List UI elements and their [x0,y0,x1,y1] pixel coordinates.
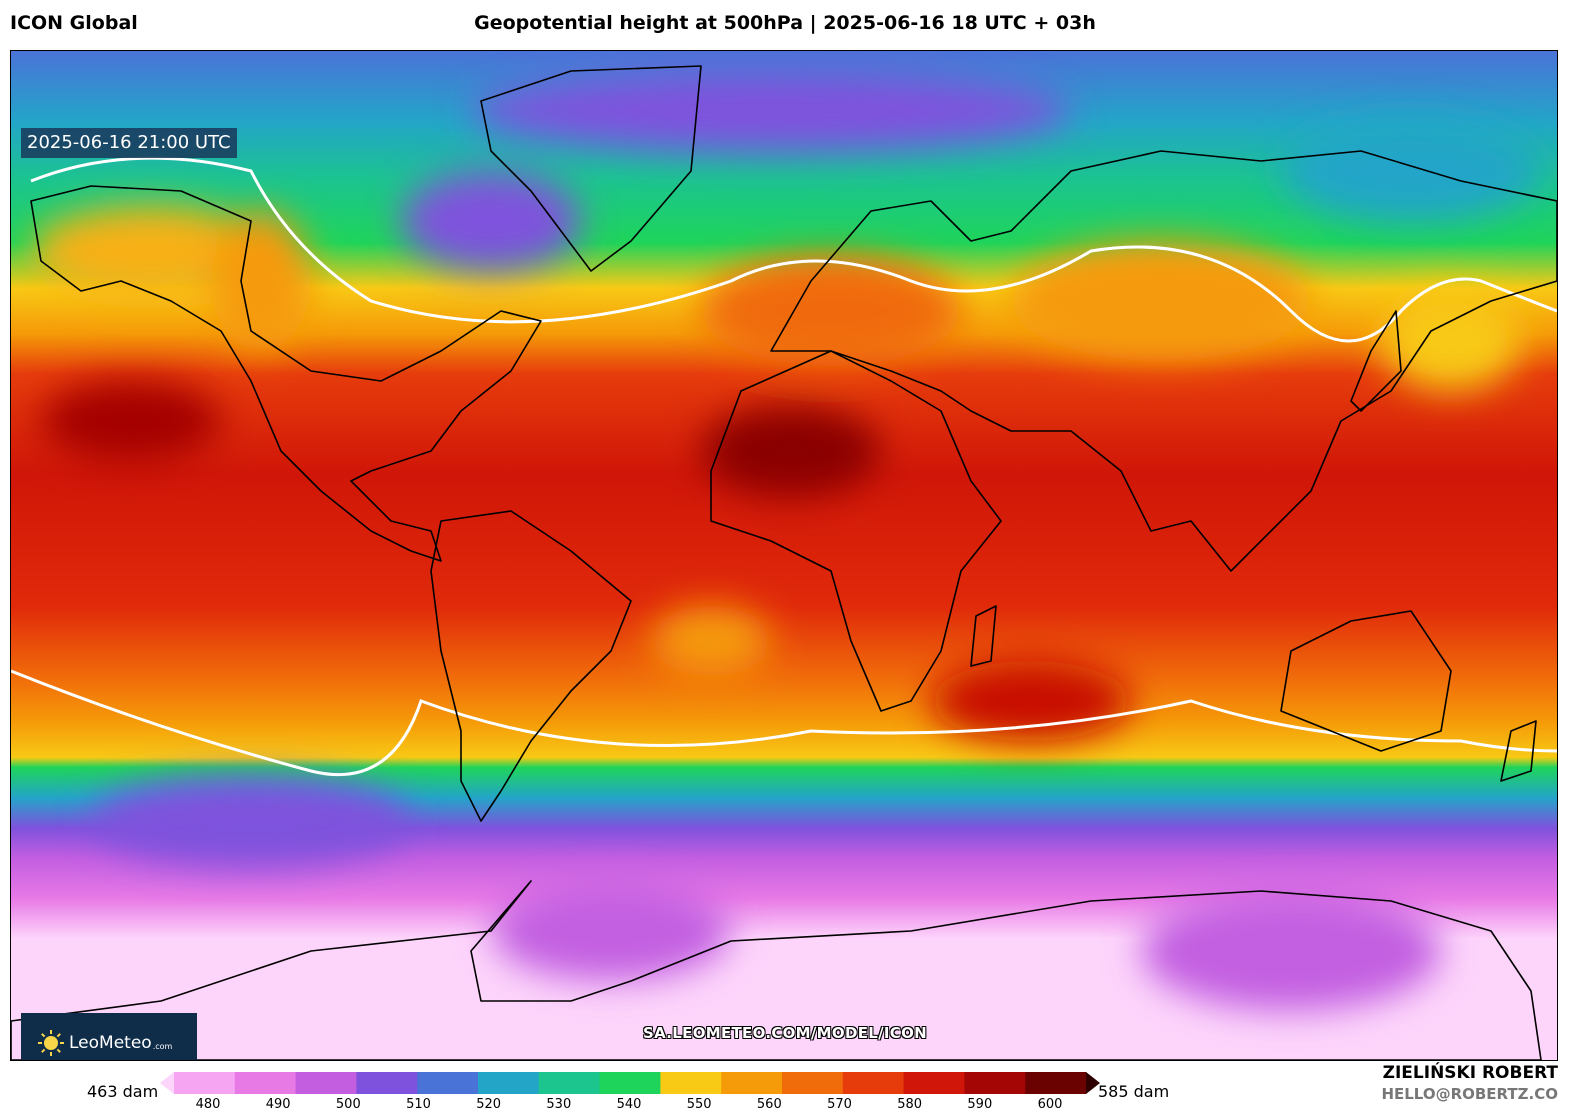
colorbar-max-label: 585 dam [1098,1082,1170,1101]
colorbar-cell [538,1072,601,1094]
colorbar-tick-label: 600 [1037,1097,1063,1112]
colorbar-cell [660,1072,722,1094]
greenland-outline [480,65,702,272]
author-credit: ZIELIŃSKI ROBERT [1382,1063,1558,1083]
colorbar-cell [842,1072,905,1094]
colorbar-min-label: 463 dam [87,1082,159,1101]
madagascar-outline [970,605,997,667]
new-zealand-outline [1500,720,1537,782]
antarctica-outline [11,880,1542,1060]
colorbar-cell [417,1072,479,1094]
coastlines [11,65,1557,1060]
colorbar-tick-label: 540 [616,1097,642,1112]
australia-outline [1280,610,1452,752]
geopotential-map[interactable]: 2025-06-16 21:00 UTC LeoMeteo .com [10,50,1558,1061]
colorbar-cell [964,1072,1026,1094]
sun-icon [38,1030,64,1056]
north-america-outline [30,185,542,562]
leometeo-logo[interactable]: LeoMeteo .com [21,1013,197,1060]
colorbar-cell [599,1072,661,1094]
map-title: Geopotential height at 500hPa | 2025-06-… [474,12,1096,34]
colorbar-tick-label: 510 [406,1097,431,1112]
colorbar-tick-label: 570 [827,1097,852,1112]
colorbar-cell [1025,1072,1087,1094]
colorbar-cell [721,1072,783,1094]
colorbar-tick-label: 490 [265,1097,291,1112]
colorbar-cell [478,1072,540,1094]
model-name: ICON Global [10,12,138,34]
colorbar-high-extend [1086,1072,1100,1094]
south-america-outline [430,510,632,822]
map-canvas [11,51,1557,1060]
colorbar-tick-label: 550 [686,1097,712,1112]
colorbar-cell [295,1072,357,1094]
colorbar-cell [174,1072,236,1094]
logo-suffix: .com [152,1041,173,1051]
552-isoline [11,156,1557,777]
author-email: HELLO@ROBERTZ.CO [1381,1085,1558,1103]
logo-text: LeoMeteo [69,1033,152,1053]
colorbar-cell [356,1072,418,1094]
colorbar-cell [782,1072,844,1094]
colorbar-low-extend [160,1072,174,1094]
japan-outline [1350,310,1402,412]
valid-time-label: 2025-06-16 21:00 UTC [21,128,237,158]
colorbar-cell [903,1072,965,1094]
africa-outline [710,350,1002,712]
colorbar-tick-label: 590 [967,1097,993,1112]
colorbar-tick-label: 500 [335,1097,361,1112]
colorbar-tick-label: 530 [546,1097,572,1112]
colorbar-cell [234,1072,297,1094]
colorbar-tick-label: 480 [195,1097,221,1112]
colorbar-tick-label: 520 [476,1097,502,1112]
colorbar-tick-label: 580 [897,1097,923,1112]
eurasia-outline [770,150,1557,572]
colorbar-tick-label: 560 [756,1097,782,1112]
watermark-url: SA.LEOMETEO.COM/MODEL/ICON [643,1024,927,1042]
colorbar [160,1072,1100,1094]
